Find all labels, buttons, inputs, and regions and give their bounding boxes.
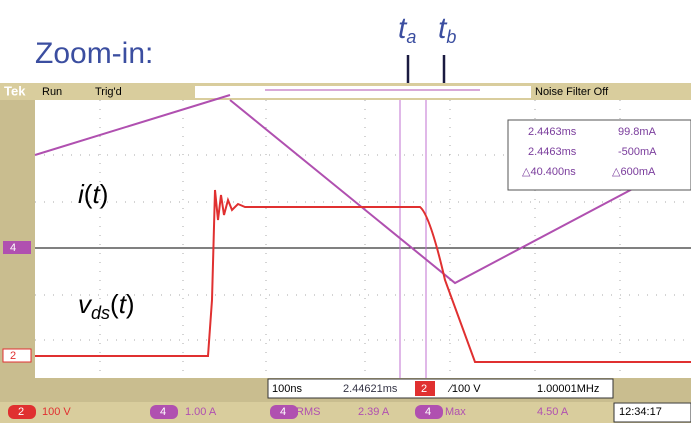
ch2-marker — [3, 349, 31, 362]
cursor-a-label: ta — [398, 12, 416, 47]
trig-ch: 2 — [421, 383, 427, 395]
status: 4 — [280, 406, 286, 418]
status: 4 — [160, 406, 166, 418]
state: Run — [42, 86, 62, 98]
status: 4 — [425, 406, 431, 418]
readout: -500mA — [618, 146, 657, 158]
readout: 2.4463ms — [528, 146, 577, 158]
filter: Noise Filter Off — [535, 86, 609, 98]
ch2-marker-label: 2 — [10, 350, 16, 362]
status: 4.50 A — [537, 406, 569, 418]
frequency: 1.00001MHz — [537, 383, 599, 395]
status: 1.00 A — [185, 406, 217, 418]
readout: △600mA — [612, 166, 656, 178]
status: 2 — [18, 406, 24, 418]
ch4-marker-label: 4 — [10, 242, 16, 254]
status: Max — [445, 406, 466, 418]
position: 2.44621ms — [343, 383, 398, 395]
current-label: i(t) — [78, 179, 108, 209]
readout: 99.8mA — [618, 126, 657, 138]
record-bar — [195, 86, 531, 98]
status-bar — [0, 402, 691, 423]
status: RMS — [296, 406, 320, 418]
trig-level: ∕100 V — [447, 383, 481, 395]
ch4-marker — [3, 241, 31, 254]
readout: 2.4463ms — [528, 126, 577, 138]
readout: △40.400ns — [522, 166, 576, 178]
clock: 12:34:17 — [619, 406, 662, 418]
status: 2.39 A — [358, 406, 390, 418]
status: 100 V — [42, 406, 71, 418]
cursor-b-label: tb — [438, 12, 456, 47]
trigger: Trig'd — [95, 86, 122, 98]
page: Zoom-in: ta tb Tek Run Trig'd Noise Filt… — [0, 0, 691, 423]
brand: Tek — [4, 83, 26, 98]
timebase: 100ns — [272, 383, 302, 395]
title: Zoom-in: — [35, 37, 153, 70]
